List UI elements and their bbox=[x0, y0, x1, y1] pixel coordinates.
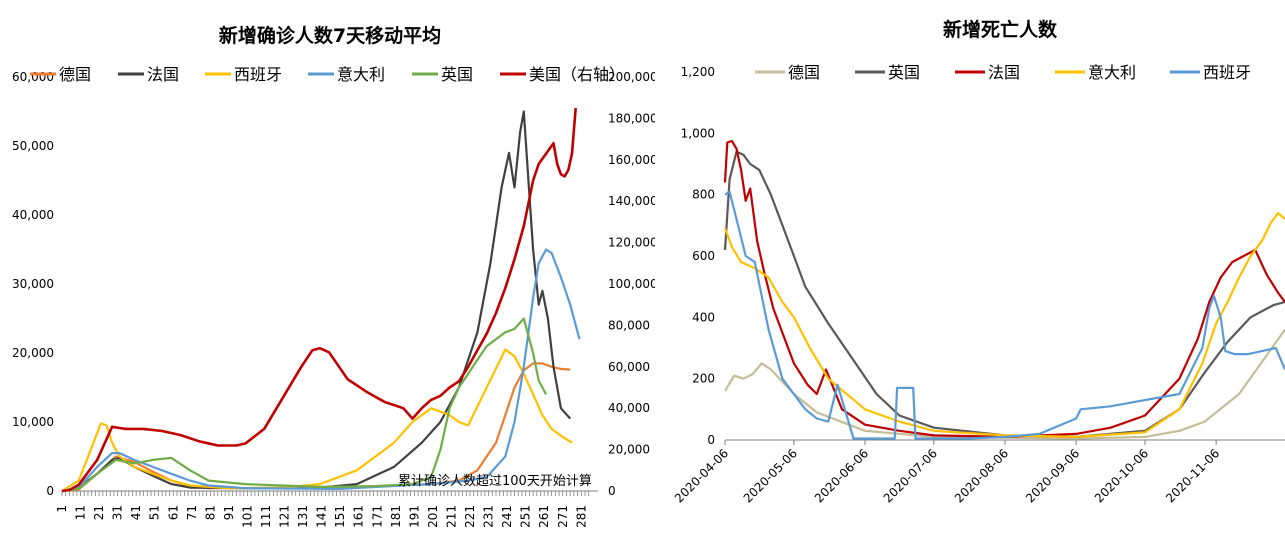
y2-tick-label: 200,000 bbox=[608, 70, 655, 84]
legend-label: 意大利 bbox=[337, 65, 385, 84]
x-tick-label: 2020-10-06 bbox=[1092, 446, 1151, 505]
y-tick-label: 50,000 bbox=[12, 139, 54, 153]
series-line-1 bbox=[724, 328, 1285, 440]
legend-label: 法国 bbox=[988, 63, 1020, 82]
x-tick-label: 231 bbox=[482, 505, 496, 528]
legend-label: 德国 bbox=[788, 63, 820, 82]
x-tick-label: 141 bbox=[315, 505, 329, 528]
y-tick-label: 60,000 bbox=[12, 70, 54, 84]
x-tick-label: 121 bbox=[278, 505, 292, 528]
legend-label: 法国 bbox=[147, 65, 179, 84]
x-tick-label: 2020-04-06 bbox=[672, 446, 731, 505]
chart-title: 新增确诊人数7天移动平均 bbox=[219, 24, 441, 47]
legend-label: 德国 bbox=[59, 65, 91, 84]
y-tick-label: 0 bbox=[707, 433, 715, 447]
y2-tick-label: 20,000 bbox=[608, 443, 650, 457]
y2-tick-label: 80,000 bbox=[608, 318, 650, 332]
x-tick-label: 61 bbox=[166, 505, 180, 520]
legend-label: 美国（右轴） bbox=[529, 65, 625, 84]
x-tick-label: 111 bbox=[259, 505, 273, 528]
x-tick-label: 151 bbox=[333, 505, 347, 528]
x-tick-label: 201 bbox=[426, 505, 440, 528]
series-line-3 bbox=[61, 348, 573, 492]
chart-new-deaths: 新增死亡人数 0 200 400 600 800 1,000 1,200 2020-04-06… bbox=[672, 18, 1285, 505]
y-tick-label: 40,000 bbox=[12, 208, 54, 222]
legend-label: 意大利 bbox=[1088, 63, 1136, 82]
y-tick-label: 10,000 bbox=[12, 415, 54, 429]
x-tick-label: 171 bbox=[370, 505, 384, 528]
x-tick-label: 71 bbox=[185, 505, 199, 520]
legend-label: 英国 bbox=[888, 63, 920, 82]
y2-tick-label: 160,000 bbox=[608, 153, 655, 167]
legend-label: 英国 bbox=[441, 65, 473, 84]
y2-tick-label: 60,000 bbox=[608, 360, 650, 374]
x-tick-label: 81 bbox=[203, 505, 217, 520]
y-tick-label: 20,000 bbox=[12, 346, 54, 360]
x-tick-label: 241 bbox=[500, 505, 514, 528]
x-tick-label: 211 bbox=[444, 505, 458, 528]
series-line-4 bbox=[61, 248, 581, 493]
series-line-1 bbox=[61, 362, 571, 493]
legend-label: 西班牙 bbox=[234, 65, 282, 84]
x-tick-label: 271 bbox=[556, 505, 570, 528]
series-line-5 bbox=[61, 317, 548, 493]
y-tick-label: 1,200 bbox=[681, 65, 715, 79]
y2-tick-label: 180,000 bbox=[608, 111, 655, 125]
series-line-2 bbox=[61, 110, 572, 493]
x-tick-label: 2020-09-06 bbox=[1023, 446, 1082, 505]
x-tick-label: 2020-05-06 bbox=[741, 446, 800, 505]
y2-tick-label: 140,000 bbox=[608, 194, 655, 208]
x-tick-label: 2020-08-06 bbox=[952, 446, 1011, 505]
x-tick-label: 101 bbox=[240, 505, 254, 528]
y2-tick-label: 40,000 bbox=[608, 401, 650, 415]
x-tick-label: 11 bbox=[74, 505, 88, 520]
x-tick-label: 2020-06-06 bbox=[812, 446, 871, 505]
x-tick-label: 131 bbox=[296, 505, 310, 528]
x-tick-label: 161 bbox=[352, 505, 366, 528]
series-line-5 bbox=[724, 190, 1285, 440]
x-tick-label: 251 bbox=[519, 505, 533, 528]
x-tick-label: 181 bbox=[389, 505, 403, 528]
x-tick-label: 2020-11-06 bbox=[1163, 446, 1222, 505]
x-tick-label: 1 bbox=[55, 505, 69, 513]
x-tick-label: 51 bbox=[148, 505, 162, 520]
x-tick-label: 2020-07-06 bbox=[881, 446, 940, 505]
y2-tick-label: 120,000 bbox=[608, 236, 655, 250]
y-tick-label: 400 bbox=[692, 310, 715, 324]
y2-tick-label: 0 bbox=[608, 484, 616, 498]
series-line-2 bbox=[723, 150, 1285, 438]
x-tick-label: 281 bbox=[574, 505, 588, 528]
series-line-6 bbox=[61, 107, 577, 493]
chart-new-cases: 新增确诊人数7天移动平均 0 10,000 20,000 30,000 40,000 50… bbox=[12, 24, 655, 528]
y2-tick-label: 100,000 bbox=[608, 277, 655, 291]
y-tick-label: 800 bbox=[692, 188, 715, 202]
x-tick-label: 191 bbox=[407, 505, 421, 528]
x-tick-label: 91 bbox=[222, 505, 236, 520]
y-tick-label: 0 bbox=[46, 484, 54, 498]
x-tick-label: 261 bbox=[537, 505, 551, 528]
x-tick-label: 31 bbox=[111, 505, 125, 520]
y-tick-label: 30,000 bbox=[12, 277, 54, 291]
y-tick-label: 1,000 bbox=[681, 126, 715, 140]
series-line-3 bbox=[723, 139, 1285, 438]
y-tick-label: 200 bbox=[692, 372, 715, 386]
x-tick-label: 221 bbox=[463, 505, 477, 528]
x-tick-label: 21 bbox=[92, 505, 106, 520]
chart-title: 新增死亡人数 bbox=[943, 18, 1058, 41]
y-tick-label: 600 bbox=[692, 249, 715, 263]
series-line-4 bbox=[723, 212, 1285, 438]
legend-label: 西班牙 bbox=[1203, 63, 1251, 82]
x-tick-label: 41 bbox=[129, 505, 143, 520]
chart-note: 累计确诊人数超过100天开始计算 bbox=[398, 474, 592, 489]
